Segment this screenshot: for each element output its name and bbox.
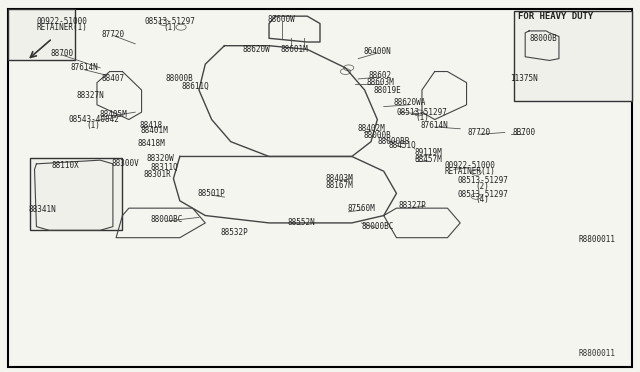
- Text: 88700: 88700: [51, 49, 74, 58]
- Text: 08513-51297: 08513-51297: [397, 108, 447, 117]
- Text: 88602: 88602: [369, 71, 392, 80]
- Text: 00922-51000: 00922-51000: [36, 17, 88, 26]
- Text: 88000BC: 88000BC: [361, 222, 394, 231]
- Text: (1): (1): [163, 23, 177, 32]
- Text: 88327P: 88327P: [399, 201, 426, 210]
- Text: 88601M: 88601M: [280, 45, 308, 54]
- Bar: [30, 158, 122, 230]
- Text: 88000BC: 88000BC: [151, 215, 183, 224]
- Text: 88600W: 88600W: [268, 15, 296, 24]
- Text: FOR HEAVY DUTY: FOR HEAVY DUTY: [518, 12, 593, 21]
- Bar: [8, 9, 75, 61]
- Text: 88402M: 88402M: [357, 124, 385, 133]
- Text: 88401M: 88401M: [140, 126, 168, 135]
- Text: 88110X: 88110X: [51, 161, 79, 170]
- Text: 88620W: 88620W: [243, 45, 270, 54]
- Text: 88000BB: 88000BB: [377, 137, 410, 146]
- Text: 88167M: 88167M: [325, 182, 353, 190]
- Text: (1): (1): [87, 121, 100, 129]
- Text: 88019E: 88019E: [373, 86, 401, 94]
- Text: 88000B: 88000B: [529, 34, 557, 43]
- Text: 87720: 87720: [101, 30, 124, 39]
- Text: R8800011: R8800011: [579, 235, 616, 244]
- Bar: [515, 11, 632, 101]
- Text: 88418: 88418: [140, 121, 163, 129]
- Text: 86400N: 86400N: [364, 47, 391, 56]
- Text: 08513-51297: 08513-51297: [457, 176, 508, 185]
- Text: (2): (2): [476, 182, 490, 190]
- Text: 88418M: 88418M: [137, 139, 165, 148]
- Text: 88000B: 88000B: [364, 131, 391, 140]
- Text: 8B700: 8B700: [513, 128, 536, 137]
- Text: 88327N: 88327N: [77, 91, 104, 100]
- Text: 87614N: 87614N: [70, 63, 98, 72]
- Text: 08543-40842: 08543-40842: [68, 115, 119, 124]
- Text: 88301R: 88301R: [143, 170, 172, 179]
- Text: 88405M: 88405M: [99, 109, 127, 119]
- Text: 87560M: 87560M: [348, 203, 375, 213]
- Text: (1): (1): [415, 113, 429, 122]
- Text: 88320W: 88320W: [147, 154, 175, 163]
- Text: 88501P: 88501P: [198, 189, 225, 198]
- Text: 08513-51297: 08513-51297: [457, 190, 508, 199]
- Text: 87614N: 87614N: [421, 121, 449, 129]
- Text: RETAINER(1): RETAINER(1): [444, 167, 495, 176]
- Text: 88532P: 88532P: [220, 228, 248, 237]
- Text: 88403M: 88403M: [325, 174, 353, 183]
- Text: 08513-51297: 08513-51297: [145, 17, 196, 26]
- Text: RETAINER(1): RETAINER(1): [36, 23, 88, 32]
- Text: 88311Q: 88311Q: [150, 163, 178, 172]
- Text: 88457M: 88457M: [415, 154, 442, 164]
- Text: 87720: 87720: [468, 128, 491, 137]
- Text: 88603M: 88603M: [367, 78, 394, 87]
- Text: 11375N: 11375N: [510, 74, 538, 83]
- Text: 00922-51000: 00922-51000: [444, 161, 495, 170]
- Text: 88300V: 88300V: [112, 159, 140, 169]
- Text: 88611Q: 88611Q: [182, 82, 210, 91]
- Text: 89119M: 89119M: [415, 148, 442, 157]
- Text: 88341N: 88341N: [29, 205, 57, 215]
- Text: 88451Q: 88451Q: [389, 141, 417, 150]
- Text: (4): (4): [476, 195, 490, 204]
- Text: 88407: 88407: [101, 74, 124, 83]
- Text: 88000B: 88000B: [166, 74, 194, 83]
- Text: R8800011: R8800011: [579, 350, 616, 359]
- Text: 88552N: 88552N: [287, 218, 315, 227]
- Text: 88620WA: 88620WA: [393, 99, 426, 108]
